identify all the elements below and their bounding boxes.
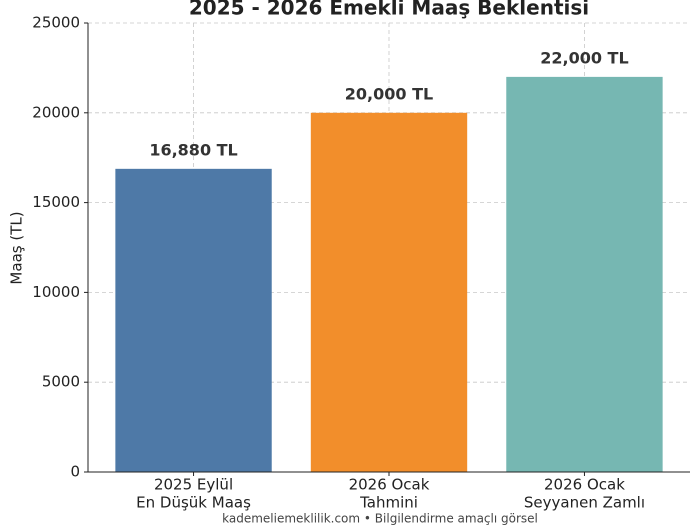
y-tick-label: 0 [70,463,80,481]
x-tick-label: Tahmini [359,494,418,512]
y-tick-label: 5000 [42,373,80,391]
y-axis-label: Maaş (TL) [8,211,26,284]
x-tick-label: 2026 Ocak [544,476,625,494]
chart-title: 2025 - 2026 Emekli Maaş Beklentisi [189,0,589,20]
x-tick-label: En Düşük Maaş [136,494,251,512]
x-tick-label: 2025 Eylül [154,476,233,494]
bar [115,168,272,472]
value-label: 16,880 TL [149,140,237,159]
y-tick-label: 10000 [32,283,80,301]
value-label: 22,000 TL [540,48,628,67]
footer: kademeliemeklilik.com • Bilgilendirme am… [222,512,538,525]
y-tick-label: 25000 [32,14,80,32]
value-label: 20,000 TL [345,84,433,103]
x-tick-label: 2026 Ocak [349,476,430,494]
bar [310,112,468,473]
y-tick-label: 15000 [32,193,80,211]
y-tick-label: 20000 [32,103,80,121]
x-tick-label: Seyyanen Zamlı [524,494,645,512]
bar [506,76,663,472]
